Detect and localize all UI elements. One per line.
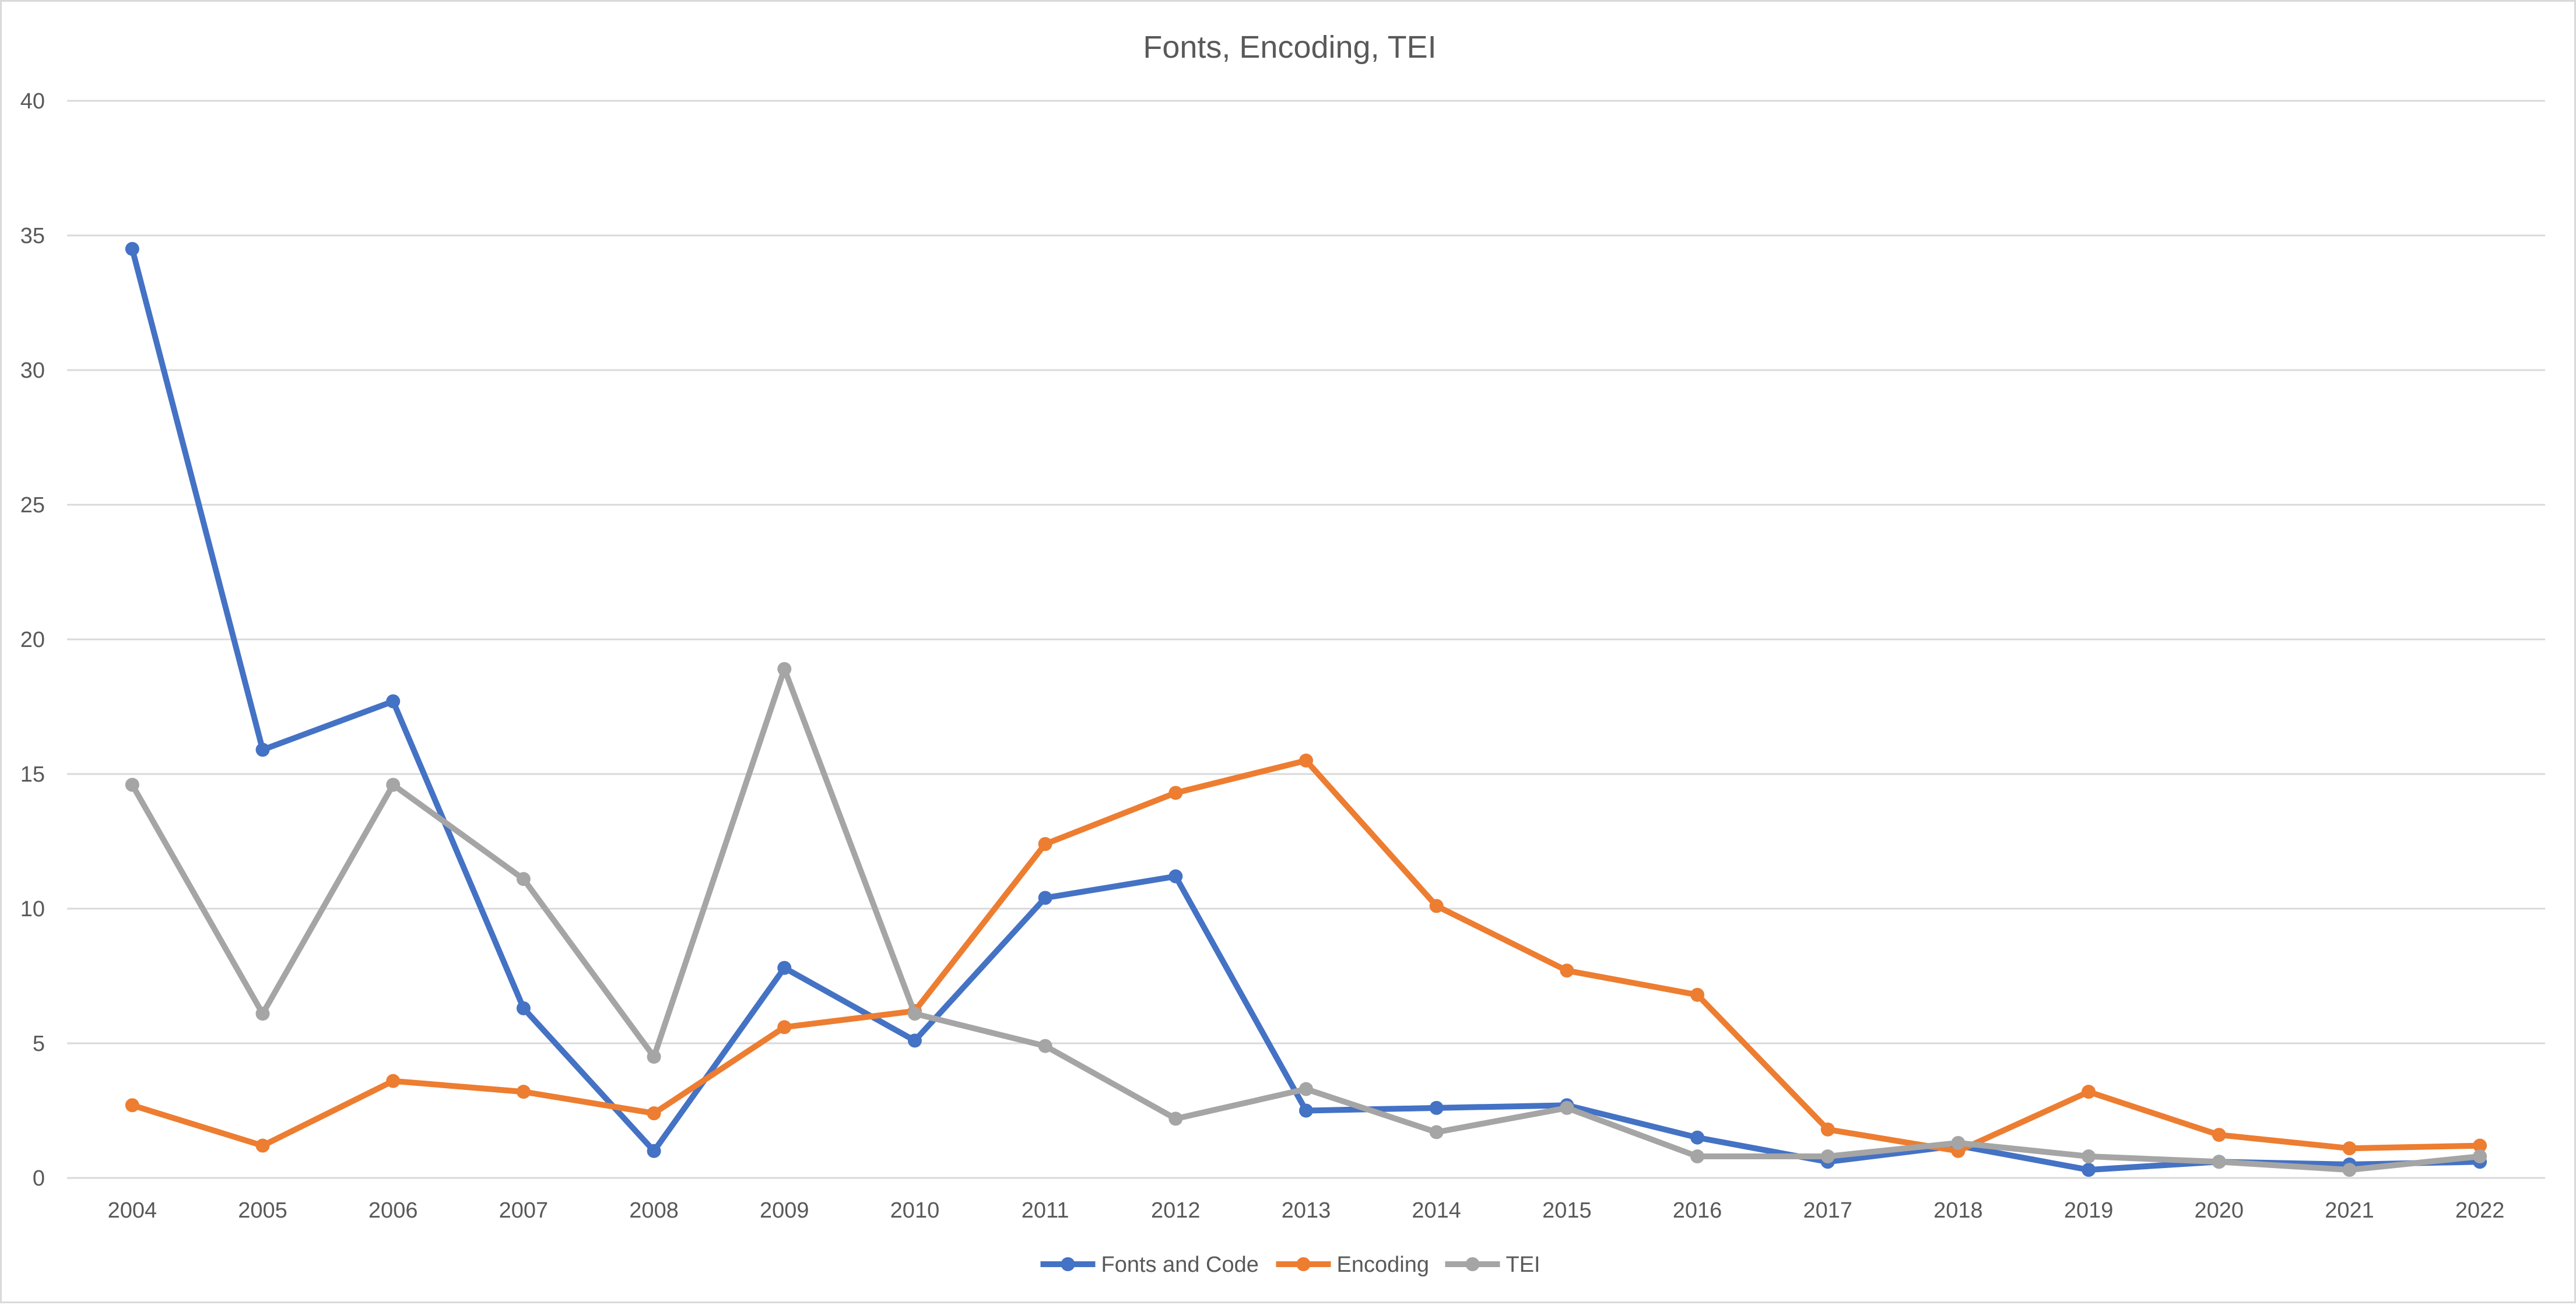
x-tick-label: 2004	[108, 1198, 157, 1223]
data-point	[1038, 837, 1052, 852]
y-tick-label: 40	[20, 89, 45, 114]
legend-item: Fonts and Code	[1040, 1253, 1259, 1277]
data-point	[1690, 1149, 1705, 1164]
x-tick-label: 2018	[1933, 1198, 1983, 1223]
data-point	[1168, 1111, 1183, 1126]
data-point	[1690, 987, 1705, 1002]
y-axis-tick-labels: 0 5 10 15 20 25 30 35 40	[20, 89, 45, 1191]
legend: Fonts and Code Encoding TEI	[1040, 1253, 1540, 1277]
data-point	[125, 778, 139, 792]
x-tick-label: 2015	[1542, 1198, 1592, 1223]
x-axis-tick-labels: 2004 2005 2006 2007 2008 2009 2010 2011 2012 2013…	[108, 1198, 2505, 1223]
x-tick-label: 2012	[1151, 1198, 1201, 1223]
legend-swatch-marker	[1061, 1257, 1075, 1271]
x-tick-label: 2017	[1803, 1198, 1852, 1223]
data-point	[516, 1001, 531, 1015]
x-tick-label: 2021	[2325, 1198, 2374, 1223]
data-point	[777, 961, 792, 975]
data-point	[1429, 1125, 1444, 1139]
data-point	[777, 662, 792, 676]
data-point	[125, 242, 139, 256]
data-point	[1820, 1149, 1835, 1164]
data-point	[1951, 1135, 1966, 1150]
y-tick-label: 25	[20, 493, 45, 518]
data-point	[647, 1050, 661, 1064]
data-point	[2082, 1149, 2096, 1164]
data-point	[777, 1020, 792, 1035]
series-line	[129, 246, 2483, 1173]
chart-title: Fonts, Encoding, TEI	[1143, 30, 1436, 65]
x-tick-label: 2007	[499, 1198, 549, 1223]
x-tick-label: 2010	[890, 1198, 940, 1223]
legend-item: TEI	[1445, 1253, 1540, 1277]
x-tick-label: 2013	[1282, 1198, 1331, 1223]
series-tei	[125, 662, 2487, 1177]
data-point	[255, 1138, 270, 1153]
data-point	[2082, 1163, 2096, 1177]
x-tick-label: 2005	[238, 1198, 287, 1223]
data-point	[255, 743, 270, 757]
data-point	[907, 1007, 922, 1021]
data-point	[1560, 1100, 1574, 1115]
data-point	[1690, 1130, 1705, 1145]
x-tick-label: 2009	[760, 1198, 809, 1223]
data-point	[2473, 1138, 2487, 1153]
data-point	[2342, 1141, 2357, 1156]
data-point	[386, 1074, 401, 1088]
data-point	[2473, 1149, 2487, 1164]
legend-label: Fonts and Code	[1101, 1253, 1259, 1277]
y-tick-label: 35	[20, 224, 45, 248]
data-point	[1038, 1039, 1052, 1053]
data-point	[255, 1007, 270, 1021]
data-point	[1820, 1122, 1835, 1137]
data-point	[2212, 1155, 2226, 1169]
legend-label: TEI	[1506, 1253, 1540, 1277]
y-tick-label: 20	[20, 628, 45, 652]
data-point	[1299, 1082, 1313, 1096]
y-tick-label: 0	[33, 1166, 45, 1191]
series-lines	[125, 242, 2487, 1177]
data-point	[1299, 1103, 1313, 1118]
x-tick-label: 2008	[629, 1198, 679, 1223]
data-point	[2212, 1128, 2226, 1142]
y-tick-label: 15	[20, 762, 45, 787]
data-point	[907, 1033, 922, 1048]
data-point	[386, 778, 401, 792]
data-point	[1038, 891, 1052, 905]
data-point	[1168, 869, 1183, 884]
data-point	[125, 1098, 139, 1113]
y-tick-label: 10	[20, 897, 45, 921]
data-point	[516, 872, 531, 887]
legend-item: Encoding	[1276, 1253, 1429, 1277]
data-point	[386, 694, 401, 709]
data-point	[2082, 1085, 2096, 1099]
y-tick-label: 30	[20, 358, 45, 383]
data-point	[516, 1085, 531, 1099]
y-tick-label: 5	[33, 1032, 45, 1056]
series-fonts-and-code	[125, 242, 2487, 1177]
x-tick-label: 2016	[1673, 1198, 1722, 1223]
data-point	[2342, 1163, 2357, 1177]
x-tick-label: 2011	[1022, 1198, 1069, 1223]
data-point	[1560, 963, 1574, 978]
legend-swatch-marker	[1296, 1257, 1311, 1271]
data-point	[1429, 1100, 1444, 1115]
data-point	[647, 1144, 661, 1158]
data-point	[1299, 753, 1313, 768]
x-tick-label: 2022	[2455, 1198, 2505, 1223]
gridlines	[67, 100, 2545, 1179]
series-encoding	[125, 753, 2487, 1158]
legend-swatch-marker	[1465, 1257, 1480, 1271]
x-tick-label: 2014	[1412, 1198, 1461, 1223]
x-tick-label: 2020	[2195, 1198, 2244, 1223]
data-point	[1168, 786, 1183, 800]
x-tick-label: 2019	[2064, 1198, 2114, 1223]
legend-label: Encoding	[1337, 1253, 1429, 1277]
x-tick-label: 2006	[368, 1198, 418, 1223]
data-point	[1429, 899, 1444, 913]
data-point	[647, 1106, 661, 1121]
